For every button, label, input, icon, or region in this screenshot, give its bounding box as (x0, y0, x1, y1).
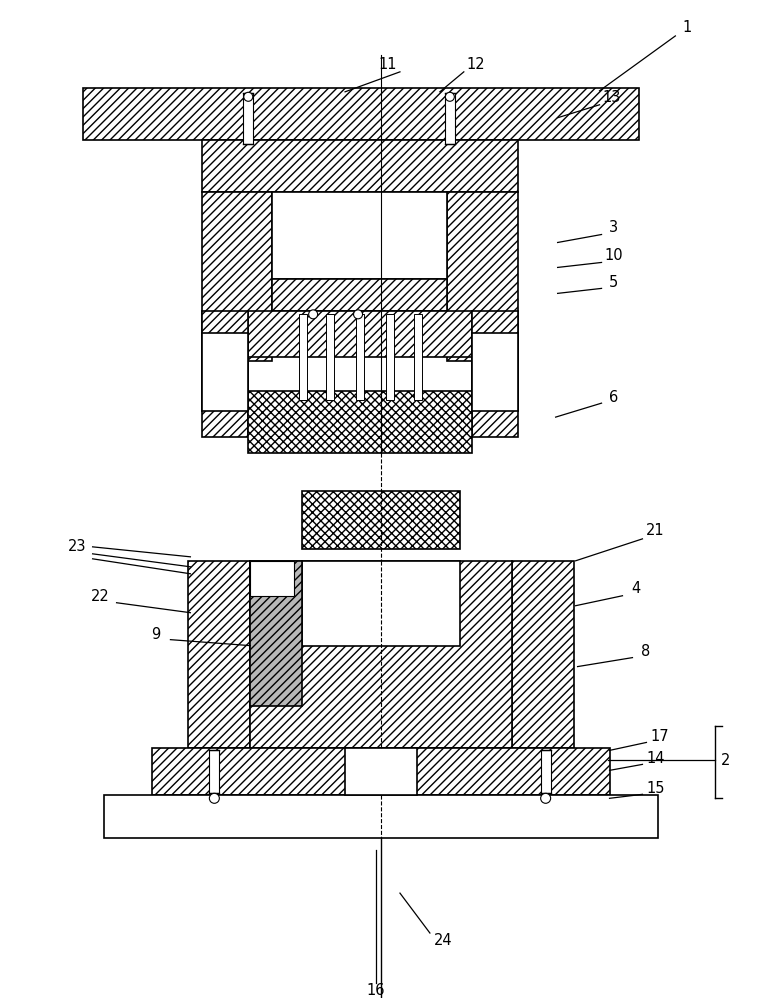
Bar (302, 491, 460, 549)
Bar (445, 93, 455, 144)
Text: 24: 24 (433, 933, 452, 948)
Circle shape (541, 793, 551, 803)
Bar (104, 795, 658, 838)
Text: 15: 15 (646, 781, 665, 796)
Bar (250, 561, 295, 596)
Bar (447, 192, 518, 361)
Text: 5: 5 (609, 275, 618, 290)
Bar (299, 314, 307, 400)
Bar (248, 311, 472, 357)
Bar (209, 750, 219, 793)
Text: 2: 2 (720, 753, 730, 768)
Bar (272, 192, 447, 279)
Bar (512, 561, 574, 748)
Bar (202, 357, 248, 437)
Text: 3: 3 (609, 220, 618, 235)
Bar (472, 357, 518, 437)
Bar (414, 314, 422, 400)
Bar (153, 748, 610, 795)
Bar (272, 279, 447, 311)
Circle shape (309, 310, 317, 319)
Bar (472, 333, 518, 411)
Bar (250, 561, 512, 748)
Circle shape (209, 793, 219, 803)
Circle shape (446, 92, 454, 101)
Bar (202, 311, 248, 411)
Bar (243, 93, 253, 144)
Bar (202, 333, 248, 411)
Bar (472, 311, 518, 411)
Text: 9: 9 (151, 627, 160, 642)
Text: 1: 1 (683, 20, 692, 35)
Text: 11: 11 (378, 57, 398, 72)
Text: 22: 22 (92, 589, 110, 604)
Text: 17: 17 (650, 729, 668, 744)
Bar (302, 561, 460, 646)
Bar (202, 140, 518, 192)
Circle shape (353, 310, 362, 319)
Text: 8: 8 (641, 644, 650, 659)
Text: 23: 23 (67, 539, 86, 554)
Text: 12: 12 (466, 57, 485, 72)
Bar (345, 748, 417, 795)
Bar (356, 314, 364, 400)
Bar (250, 561, 302, 706)
Bar (541, 750, 551, 793)
Bar (326, 314, 334, 400)
Text: 14: 14 (646, 751, 665, 766)
Bar (188, 561, 250, 748)
Bar (202, 192, 272, 361)
Text: 16: 16 (367, 983, 385, 998)
Text: 10: 10 (604, 248, 623, 263)
Bar (82, 88, 639, 140)
Text: 21: 21 (646, 523, 665, 538)
Bar (386, 314, 394, 400)
Text: 13: 13 (602, 90, 621, 105)
Bar (248, 391, 472, 453)
Text: 6: 6 (609, 390, 618, 405)
Text: 4: 4 (631, 581, 640, 596)
Circle shape (244, 92, 253, 101)
